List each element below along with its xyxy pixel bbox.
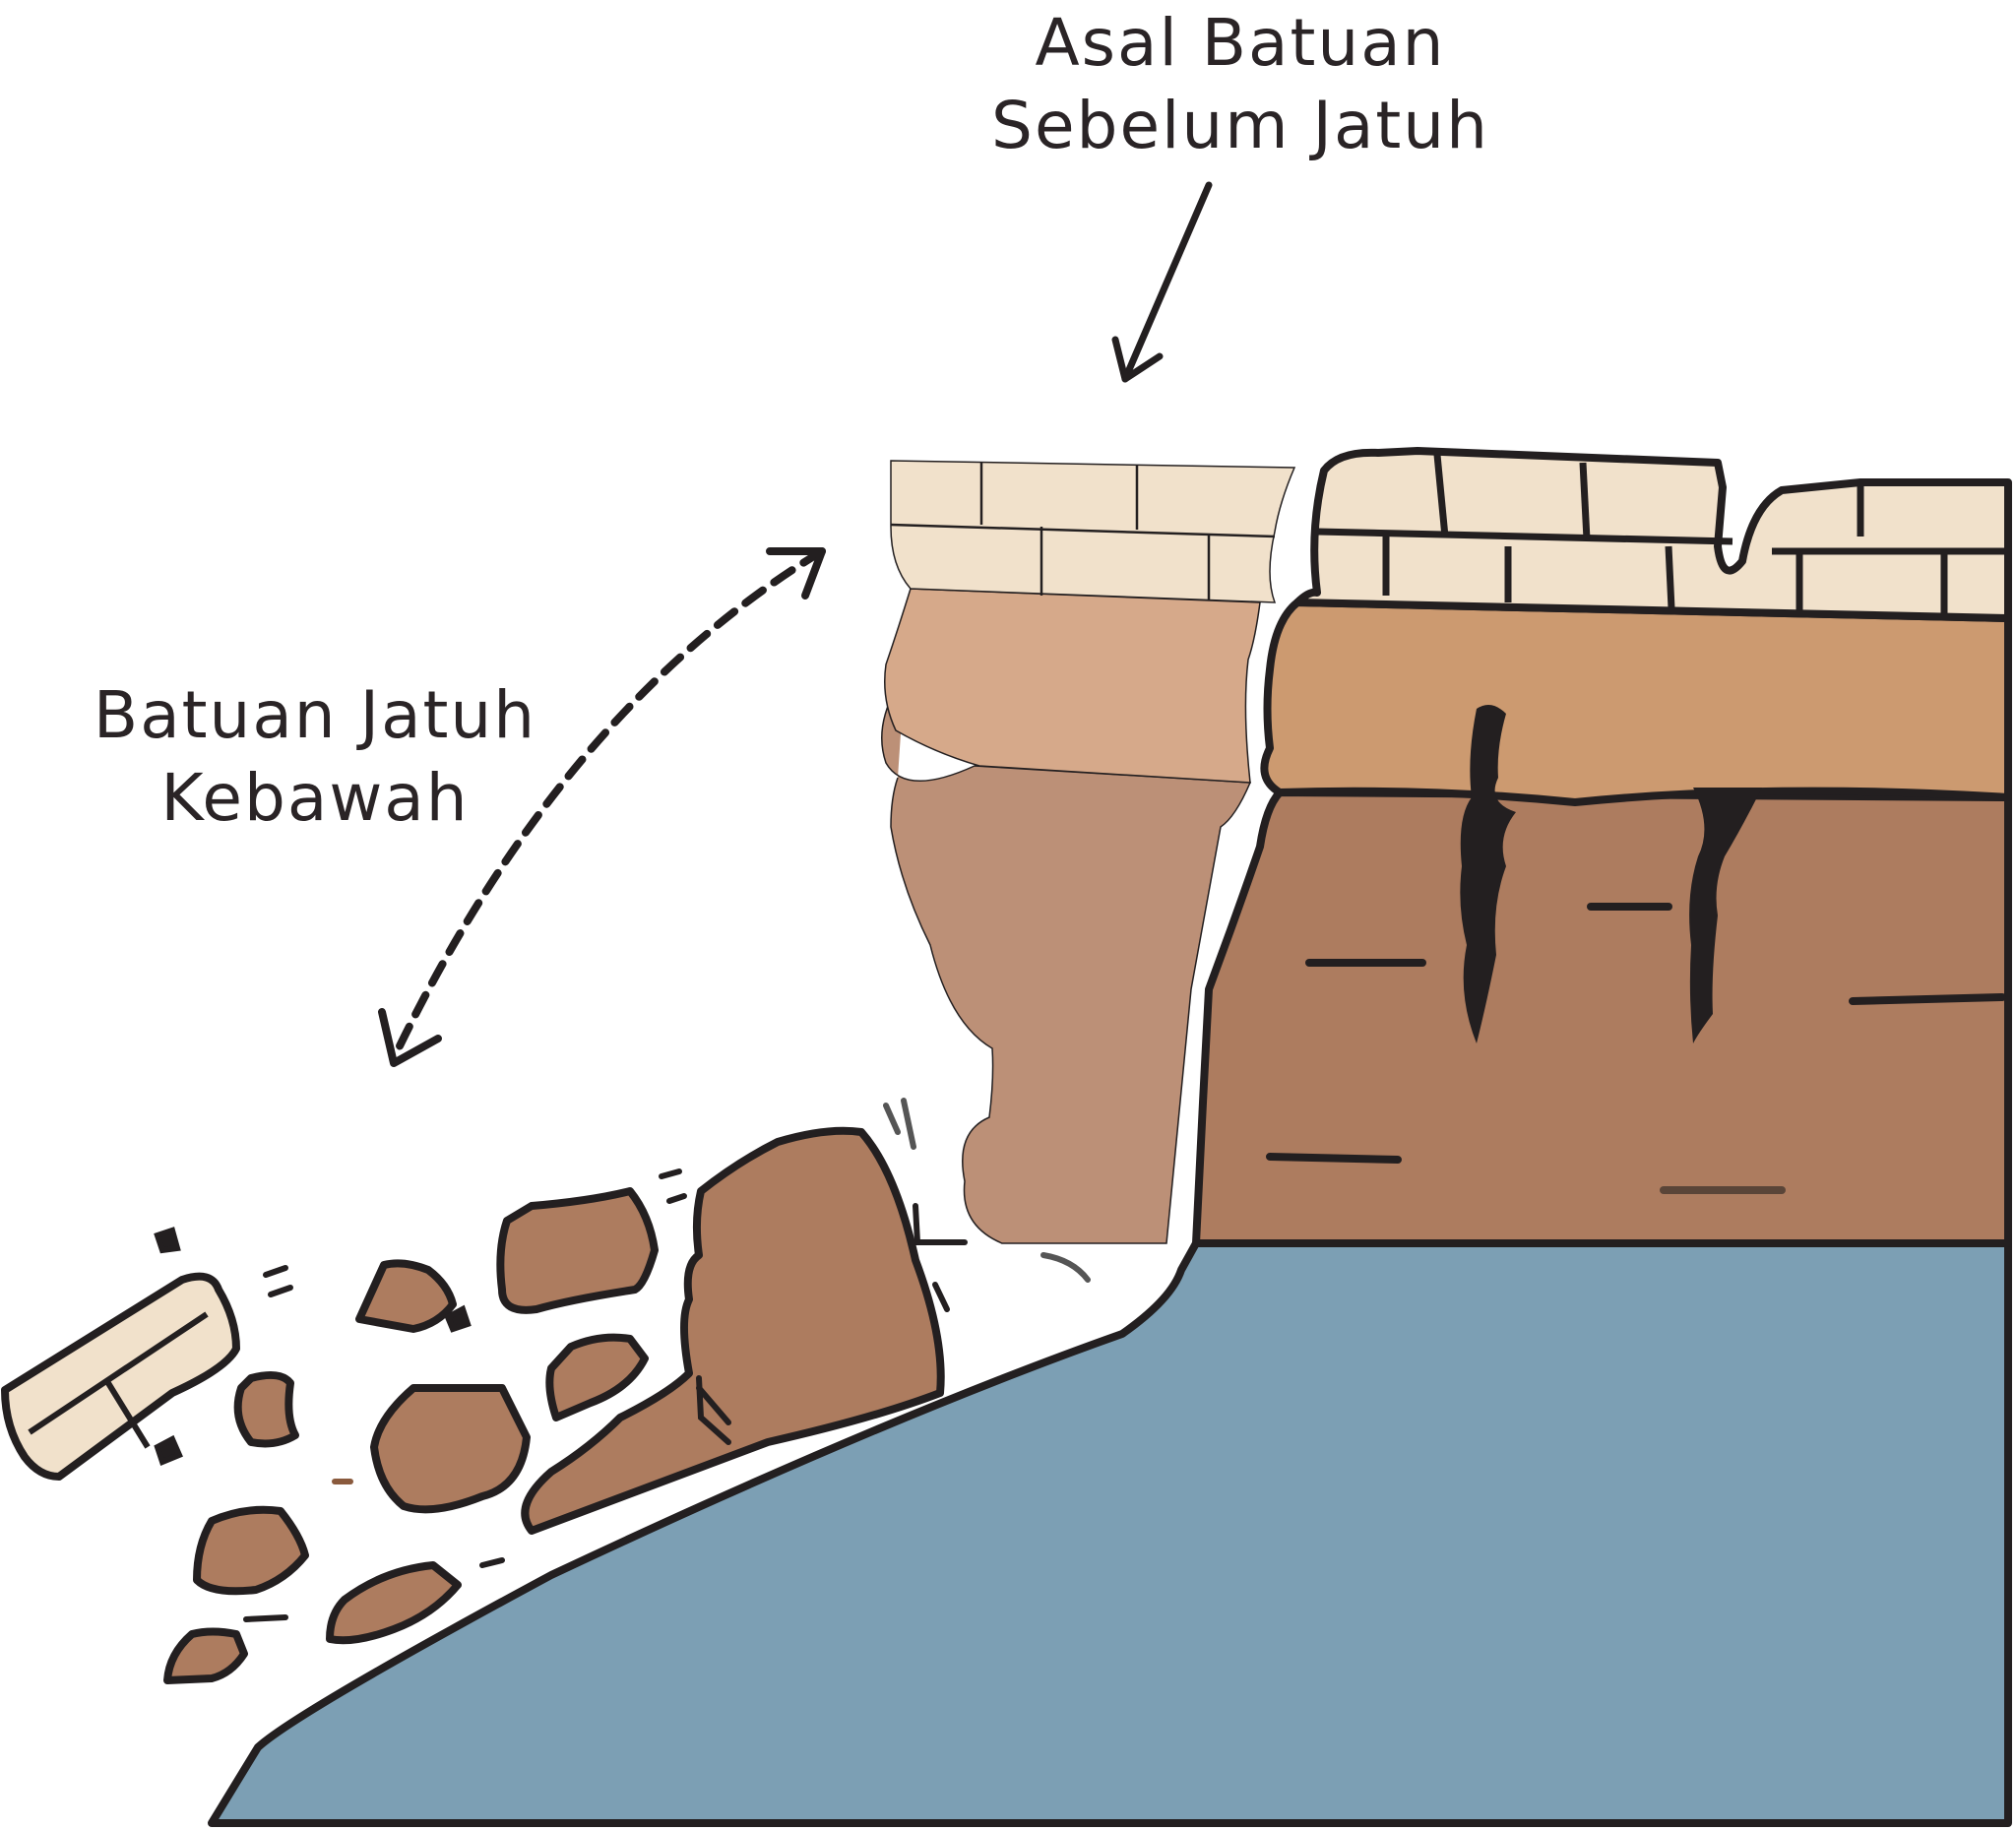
fallen-light-block bbox=[1, 1272, 240, 1481]
fallen-rock-1 bbox=[496, 1187, 659, 1314]
fallen-rock-3 bbox=[545, 1333, 649, 1421]
cliff-top-layer bbox=[1293, 447, 2012, 622]
debris-fragments bbox=[154, 1098, 1091, 1622]
falling-block bbox=[881, 460, 1296, 1244]
water-body bbox=[208, 1239, 2012, 1827]
fall-label: Batuan Jatuh Kebawah bbox=[39, 674, 591, 841]
fallen-rocks bbox=[163, 1126, 945, 1684]
fall-arrow bbox=[378, 547, 826, 1067]
origin-arrow bbox=[1111, 181, 1213, 383]
fallen-rock-4 bbox=[370, 1384, 531, 1514]
cliff-middle-layer bbox=[1260, 599, 2012, 806]
cliff-lower-layer bbox=[1192, 789, 2012, 1247]
fallen-rock-5 bbox=[233, 1370, 299, 1448]
cliff-top-brick-lines bbox=[1316, 454, 2008, 615]
fallen-rock-6 bbox=[193, 1505, 309, 1596]
origin-label-line1: Asal Batuan bbox=[1035, 5, 1446, 81]
fall-label-line2: Kebawah bbox=[160, 760, 470, 837]
crack-left bbox=[1460, 705, 1516, 1043]
fallen-rock-8 bbox=[163, 1627, 248, 1684]
fallen-rock-7 bbox=[326, 1561, 462, 1645]
bedding-marks bbox=[1266, 903, 2006, 1194]
origin-label-line2: Sebelum Jatuh bbox=[991, 88, 1489, 164]
fallen-rock-2 bbox=[355, 1259, 457, 1333]
fall-label-line1: Batuan Jatuh bbox=[93, 677, 537, 753]
fallen-rock-large bbox=[521, 1126, 945, 1535]
origin-label: Asal Batuan Sebelum Jatuh bbox=[915, 2, 1565, 168]
crack-right bbox=[1689, 788, 1762, 1043]
